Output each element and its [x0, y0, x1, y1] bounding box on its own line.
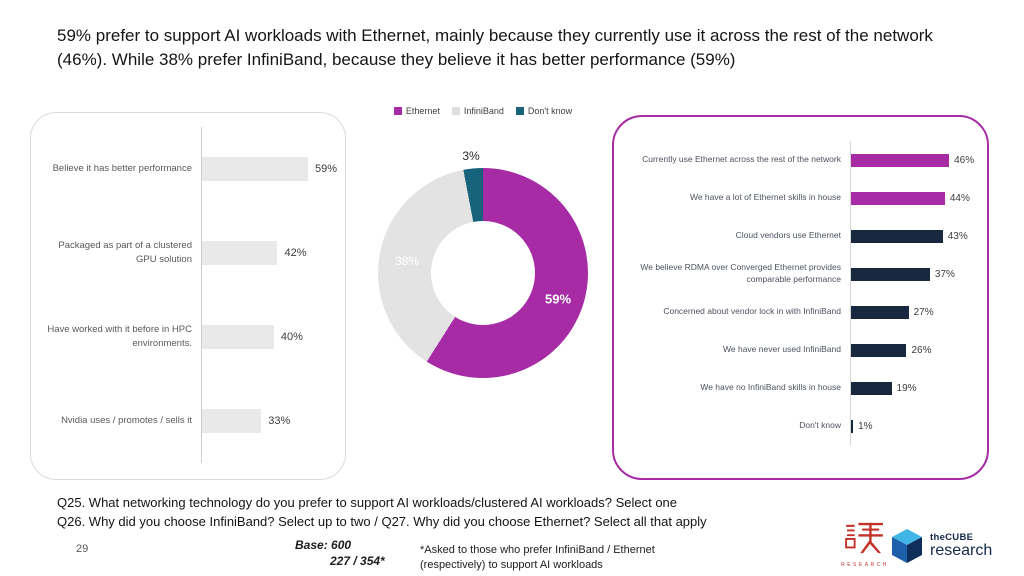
bar-row: Cloud vendors use Ethernet 43% [624, 217, 979, 255]
base-size-line1: Base: 600 [295, 538, 352, 552]
bar-value: 40% [280, 331, 303, 343]
bar-area: 1% [850, 407, 979, 445]
bar [851, 267, 930, 281]
bar-label: Concerned about vendor lock in with Infi… [663, 306, 841, 317]
bar-value: 46% [954, 154, 975, 166]
donut-hole [431, 221, 535, 325]
bar-label: Have worked with it before in HPC enviro… [47, 324, 192, 349]
footnote-line1: *Asked to those who prefer InfiniBand / … [420, 544, 655, 556]
bar-area: 46% [850, 141, 979, 179]
donut-chart: 3% 38% 59% [378, 149, 588, 378]
question-q26-q27: Q26. Why did you choose InfiniBand? Sele… [57, 514, 707, 529]
bar-label: We have no InfiniBand skills in house [700, 382, 841, 393]
bar-row: Packaged as part of a clustered GPU solu… [43, 211, 335, 295]
bar-value: 27% [913, 306, 934, 318]
bar-row: Currently use Ethernet across the rest o… [624, 141, 979, 179]
bar [202, 241, 278, 265]
legend-swatch [393, 107, 402, 115]
bar-row: Don't know 1% [624, 407, 979, 445]
bar-row: Nvidia uses / promotes / sells it 33% [43, 379, 335, 463]
bar-value: 44% [949, 192, 970, 204]
bar-label: Packaged as part of a clustered GPU solu… [58, 240, 192, 265]
thecube-research-logo: theCUBE research [890, 527, 992, 565]
bar-row: We have no InfiniBand skills in house 19… [624, 369, 979, 407]
thecube-text: theCUBE research [930, 532, 992, 560]
bar [851, 153, 950, 167]
question-q25: Q25. What networking technology do you p… [57, 495, 678, 510]
bar-area: 37% [850, 255, 979, 293]
bar [851, 191, 945, 205]
bar-row: We have never used InfiniBand 26% [624, 331, 979, 369]
legend-label: InfiniBand [463, 106, 504, 116]
bar-row: We have a lot of Ethernet skills in hous… [624, 179, 979, 217]
bar [851, 381, 892, 395]
bar [851, 305, 909, 319]
legend-swatch [451, 107, 460, 115]
bar-label: Currently use Ethernet across the rest o… [642, 154, 841, 165]
donut-label-dont-know: 3% [462, 149, 480, 163]
bar-area: 44% [850, 179, 979, 217]
bar-area: 43% [850, 217, 979, 255]
bar-value: 42% [284, 247, 307, 259]
bar-label: We have a lot of Ethernet skills in hous… [689, 192, 841, 203]
bar-area: 33% [201, 379, 335, 463]
bar-area: 59% [201, 127, 338, 211]
mou-research-label: RESEARCH [841, 562, 889, 568]
bar [202, 409, 262, 433]
legend-item-dont-know: Don't know [515, 106, 573, 116]
legend-item-ethernet: Ethernet [393, 106, 440, 116]
bar-row: We believe RDMA over Converged Ethernet … [624, 255, 979, 293]
mou-research-logo: RESEARCH [838, 521, 892, 568]
bar-value: 26% [911, 344, 932, 356]
bar [851, 229, 943, 243]
why-ethernet-panel: Currently use Ethernet across the rest o… [612, 115, 989, 480]
footnote: *Asked to those who prefer InfiniBand / … [420, 543, 655, 573]
research-label: research [930, 542, 993, 559]
bar-label: Cloud vendors use Ethernet [735, 230, 841, 241]
footnote-line2: (respectively) to support AI workloads [420, 558, 603, 571]
thecube-label: theCUBE [930, 532, 974, 543]
bar-value: 33% [268, 415, 291, 427]
bar-label: We believe RDMA over Converged Ethernet … [640, 262, 841, 284]
bar-value: 19% [896, 382, 917, 394]
slide-title: 59% prefer to support AI workloads with … [57, 26, 933, 69]
legend-label: Don't know [527, 106, 573, 116]
bar-label: Nvidia uses / promotes / sells it [61, 415, 192, 427]
bar-row: Believe it has better performance 59% [43, 127, 338, 211]
chart-legend: Ethernet InfiniBand Don't know [368, 106, 598, 116]
legend-item-infiniband: InfiniBand [451, 106, 504, 116]
bar-value: 43% [947, 230, 968, 242]
bar-value: 37% [934, 268, 955, 280]
donut-label-infiniband: 38% [394, 254, 420, 268]
donut-label-ethernet: 59% [544, 291, 572, 307]
bar-area: 40% [201, 295, 335, 379]
bar-area: 42% [201, 211, 335, 295]
bar-label: Don't know [799, 420, 841, 431]
legend-swatch [515, 107, 524, 115]
bar-value: 1% [858, 420, 873, 432]
bar-row: Have worked with it before in HPC enviro… [43, 295, 335, 379]
legend-label: Ethernet [405, 106, 440, 116]
bar [202, 325, 274, 349]
cube-icon [892, 529, 922, 563]
bar-value: 59% [315, 163, 338, 175]
bar-area: 27% [850, 293, 979, 331]
bar-label: Believe it has better performance [52, 163, 192, 175]
base-size-line2: 227 / 354* [330, 554, 385, 568]
bar [851, 419, 854, 433]
mou-character-icon [845, 522, 883, 554]
bar [851, 343, 907, 357]
bar-area: 26% [850, 331, 979, 369]
page-number: 29 [76, 543, 89, 555]
bar-area: 19% [850, 369, 979, 407]
bar-row: Concerned about vendor lock in with Infi… [624, 293, 979, 331]
why-infiniband-panel: Believe it has better performance 59% Pa… [30, 112, 346, 480]
bar [202, 157, 309, 181]
bar-label: We have never used InfiniBand [723, 344, 841, 355]
